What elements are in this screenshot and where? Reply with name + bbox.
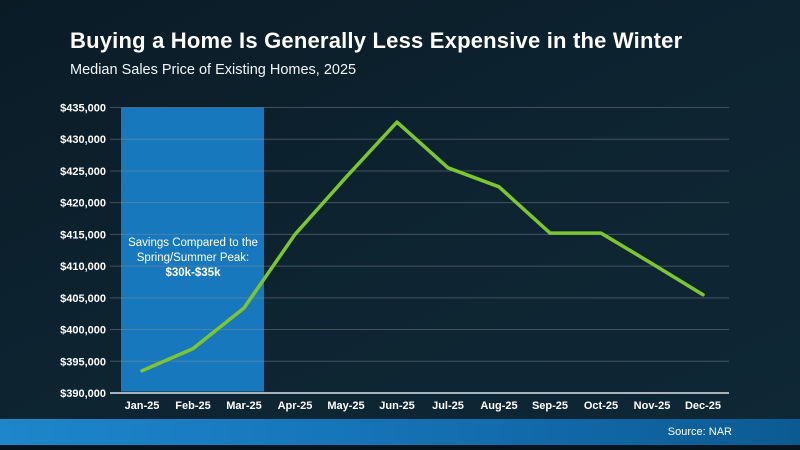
x-axis-tick-label: Oct-25 bbox=[584, 400, 618, 412]
source-label: Source: NAR bbox=[667, 426, 732, 438]
x-axis-tick-label: Feb-25 bbox=[175, 400, 210, 412]
x-axis-tick-label: Mar-25 bbox=[226, 400, 261, 412]
chart-subtitle: Median Sales Price of Existing Homes, 20… bbox=[70, 62, 357, 78]
x-axis-tick-label: Jul-25 bbox=[432, 400, 464, 412]
x-axis-tick-label: Jan-25 bbox=[125, 400, 160, 412]
y-axis-tick-label: $395,000 bbox=[60, 356, 106, 368]
y-axis-tick-label: $415,000 bbox=[60, 229, 106, 241]
y-axis-tick-label: $400,000 bbox=[60, 325, 106, 337]
y-axis-tick-label: $420,000 bbox=[60, 198, 106, 210]
footer-bar: Source: NAR bbox=[0, 419, 800, 445]
bottom-strip bbox=[0, 445, 800, 450]
page-title: Buying a Home Is Generally Less Expensiv… bbox=[70, 28, 683, 53]
x-axis-tick-label: Sep-25 bbox=[532, 400, 568, 412]
highlight-callout-text: Savings Compared to the Spring/Summer Pe… bbox=[128, 237, 258, 265]
y-axis-tick-label: $425,000 bbox=[60, 166, 106, 178]
highlight-callout-value: $30k-$35k bbox=[165, 267, 221, 280]
x-axis-tick-label: Apr-25 bbox=[278, 400, 313, 412]
x-axis-tick-label: May-25 bbox=[327, 400, 364, 412]
y-axis-tick-label: $405,000 bbox=[60, 293, 106, 305]
highlight-callout: Savings Compared to the Spring/Summer Pe… bbox=[127, 236, 259, 282]
y-axis-tick-label: $410,000 bbox=[60, 261, 106, 273]
y-axis-tick-label: $435,000 bbox=[60, 103, 106, 115]
y-axis-tick-label: $430,000 bbox=[60, 134, 106, 146]
x-axis-tick-label: Jun-25 bbox=[379, 400, 414, 412]
x-axis-tick-label: Aug-25 bbox=[480, 400, 517, 412]
x-axis-tick-label: Nov-25 bbox=[634, 400, 671, 412]
y-axis-tick-label: $390,000 bbox=[60, 388, 106, 400]
x-axis-tick-label: Dec-25 bbox=[685, 400, 721, 412]
price-line bbox=[140, 120, 705, 373]
highlight-region bbox=[121, 107, 264, 392]
